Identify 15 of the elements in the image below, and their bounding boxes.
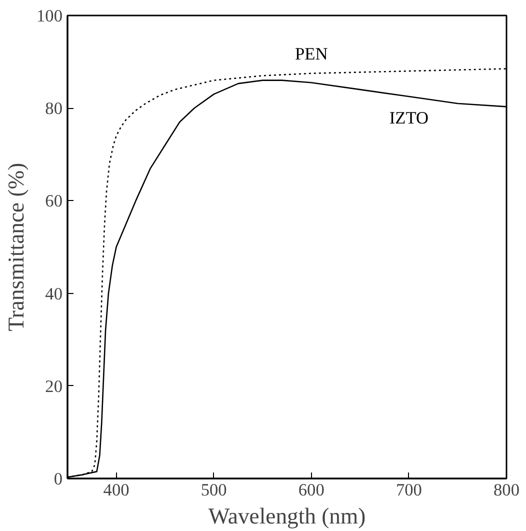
series-label: PEN xyxy=(295,44,328,64)
x-tick-label: 500 xyxy=(200,480,227,500)
x-tick-label: 700 xyxy=(396,480,422,500)
y-tick-label: 40 xyxy=(45,284,62,304)
y-tick-label: 20 xyxy=(45,376,62,396)
y-axis-title: Transmittance (%) xyxy=(4,162,29,332)
y-tick-label: 60 xyxy=(45,192,62,211)
series-label: IZTO xyxy=(389,108,429,128)
x-axis-title: Wavelength (nm) xyxy=(208,504,366,528)
y-tick-label: 0 xyxy=(54,470,63,488)
x-tick-label: 600 xyxy=(298,480,324,500)
x-tick-label: 800 xyxy=(494,480,520,500)
y-tick-label: 100 xyxy=(36,6,63,26)
x-tick-label: 400 xyxy=(103,480,130,500)
y-tick-label: 80 xyxy=(45,99,62,118)
